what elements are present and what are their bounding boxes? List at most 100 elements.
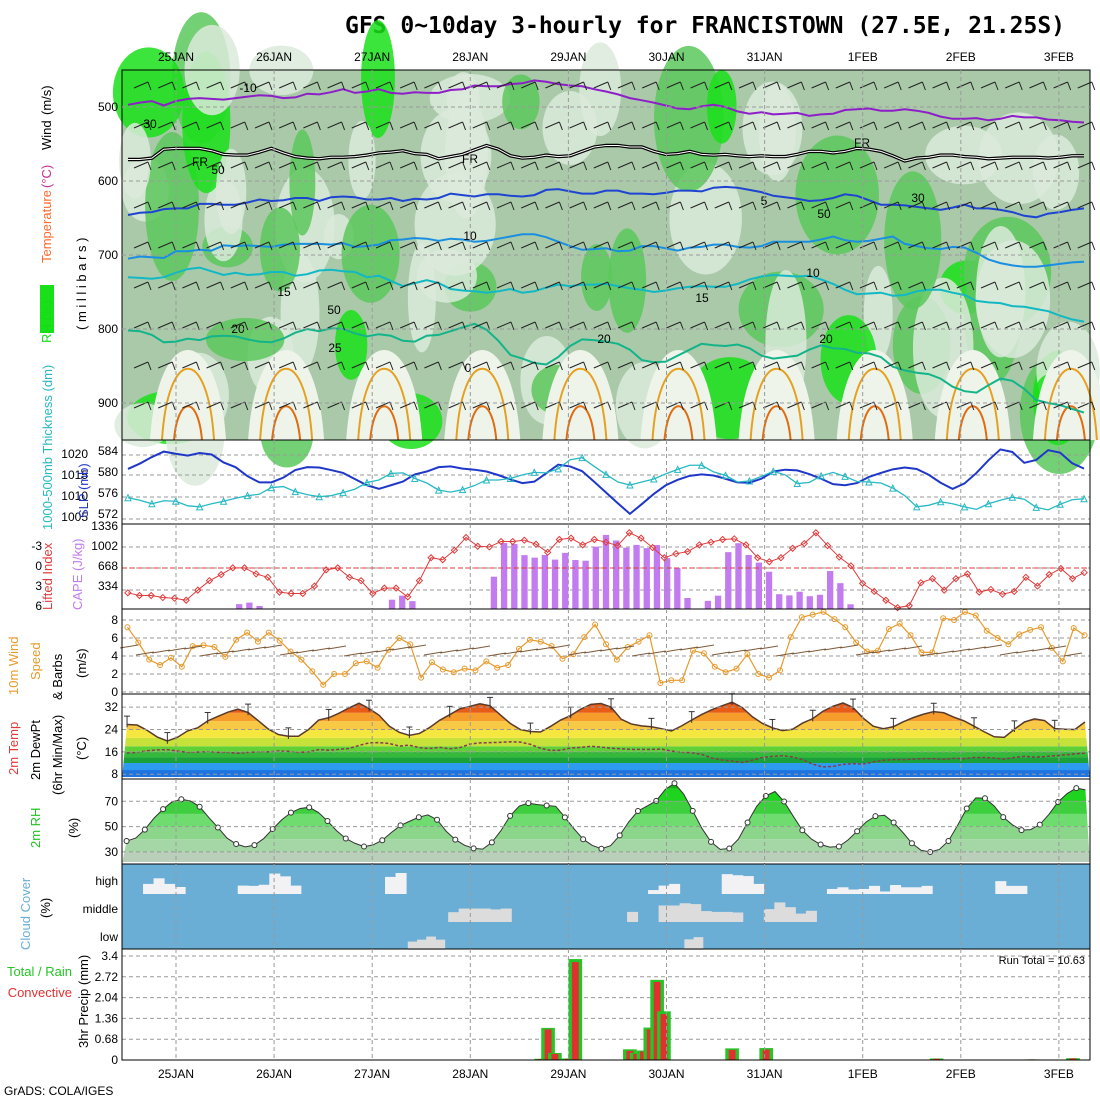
wind-barb-flag [752,361,757,371]
cape-bar [735,543,742,609]
wind-barb [642,281,657,289]
lifted-index-point [194,586,202,594]
wind-barb [1077,81,1092,89]
wind-speed-point [254,638,261,645]
isotherm-line-20 [127,322,1085,414]
wind-ylabel-3: & Barbs [50,653,65,700]
precip-bar-convective [1069,1058,1077,1060]
wind-barb [545,241,560,249]
lifted-index-point [264,573,272,582]
cloud-cell-high [395,873,407,894]
wind-barb [182,281,197,289]
cloud-cell-high [858,888,870,894]
wind-barb [158,241,173,249]
wind-barb [230,321,245,329]
wind-barb-flag [437,361,442,371]
wind-speed-point [537,638,544,645]
wind-barb [303,241,318,249]
wind-barb [617,201,633,209]
cape-bar [562,552,569,609]
cape-bar [409,601,416,609]
wind-barb [351,81,366,89]
wind-barb-flag [752,281,757,291]
wind-barb [642,321,657,329]
wind-barb [1005,81,1020,89]
wind-barb-flag [316,161,321,171]
wind-barb-flag [704,201,709,211]
wind-barb [303,401,318,409]
wind-barb-flag [679,161,684,171]
wind-barb-flag [921,201,926,211]
cape-bar [582,560,589,609]
wind-barb-flag [365,161,370,171]
wind-barb-flag [679,121,684,131]
wind-barb [617,121,633,129]
wind-barb [206,401,221,409]
wind-barb-flag [365,361,370,371]
rh-point [470,845,477,852]
rh-point [379,837,386,844]
temp-fill [122,702,1090,777]
wind-barb-flag [897,121,902,131]
surface-wind-barb [775,652,795,657]
wind-barb-flag [704,241,709,251]
surface-wind-barb [295,649,315,654]
wind-barb [254,81,270,89]
wind-barb-flag [486,241,491,251]
wind-barb [448,281,463,289]
upper-air-tick: 800 [98,322,118,336]
wind-barb-flag [147,361,152,371]
wind-barb-flag [921,361,926,371]
cloud-cell-low [693,937,704,950]
wind-barb-flag [776,81,781,91]
wind-barb [714,281,729,289]
wind-barb-flag [316,281,321,291]
thickness-tick: 576 [98,486,118,500]
cloud-cell-high [290,885,302,894]
rh-point [981,795,988,802]
wind-barb-flag [510,281,515,291]
rh-point [233,841,240,848]
wind-barb [279,201,294,209]
surface-wind-barb [231,648,251,653]
wind-barb [545,321,560,329]
thickness-point [387,469,395,477]
surface-wind-barb [791,650,811,655]
wind-barb-flag [825,121,830,131]
surface-wind-barb [343,652,363,657]
upper-ylabel-temp-unit: (°C) [39,165,54,188]
wind-barb-flag [220,201,225,211]
wind-barb-flag [220,361,225,371]
wind-barb-flag [413,401,418,411]
wind-barb [400,281,415,289]
surface-wind-barb [983,644,1003,649]
lifted-index-point [275,588,284,596]
contour-label: 15 [695,291,709,305]
wind-barb [351,161,366,169]
warm-dome [934,350,1011,440]
wind-speed-point [331,671,338,677]
cloud-tick: high [95,874,118,888]
date-label-top: 3FEB [1044,50,1074,64]
wind-barb-flag [849,201,854,211]
wind-barb [1053,401,1068,409]
wind-barb-flag [1091,161,1096,171]
wind-ylabel-unit: (m/s) [74,648,89,678]
wind-barb [230,201,245,209]
wind-barb [738,81,754,89]
wind-barb-flag [558,241,563,251]
wind-barb-flag [365,281,370,291]
wind-speed-point [809,611,816,618]
wind-barb-flag [268,121,273,131]
wind-barb-flag [413,81,418,91]
wind-speed-point [146,656,153,663]
thickness-point [1080,494,1088,503]
lifted-index-point [1045,570,1053,579]
rh-band [122,813,1090,827]
lifted-index-point [963,570,972,578]
wind-barb [811,281,826,289]
wind-barb [472,81,487,89]
wind-barb [956,321,971,329]
wind-barb [884,321,899,329]
wind-barb-flag [704,321,709,331]
